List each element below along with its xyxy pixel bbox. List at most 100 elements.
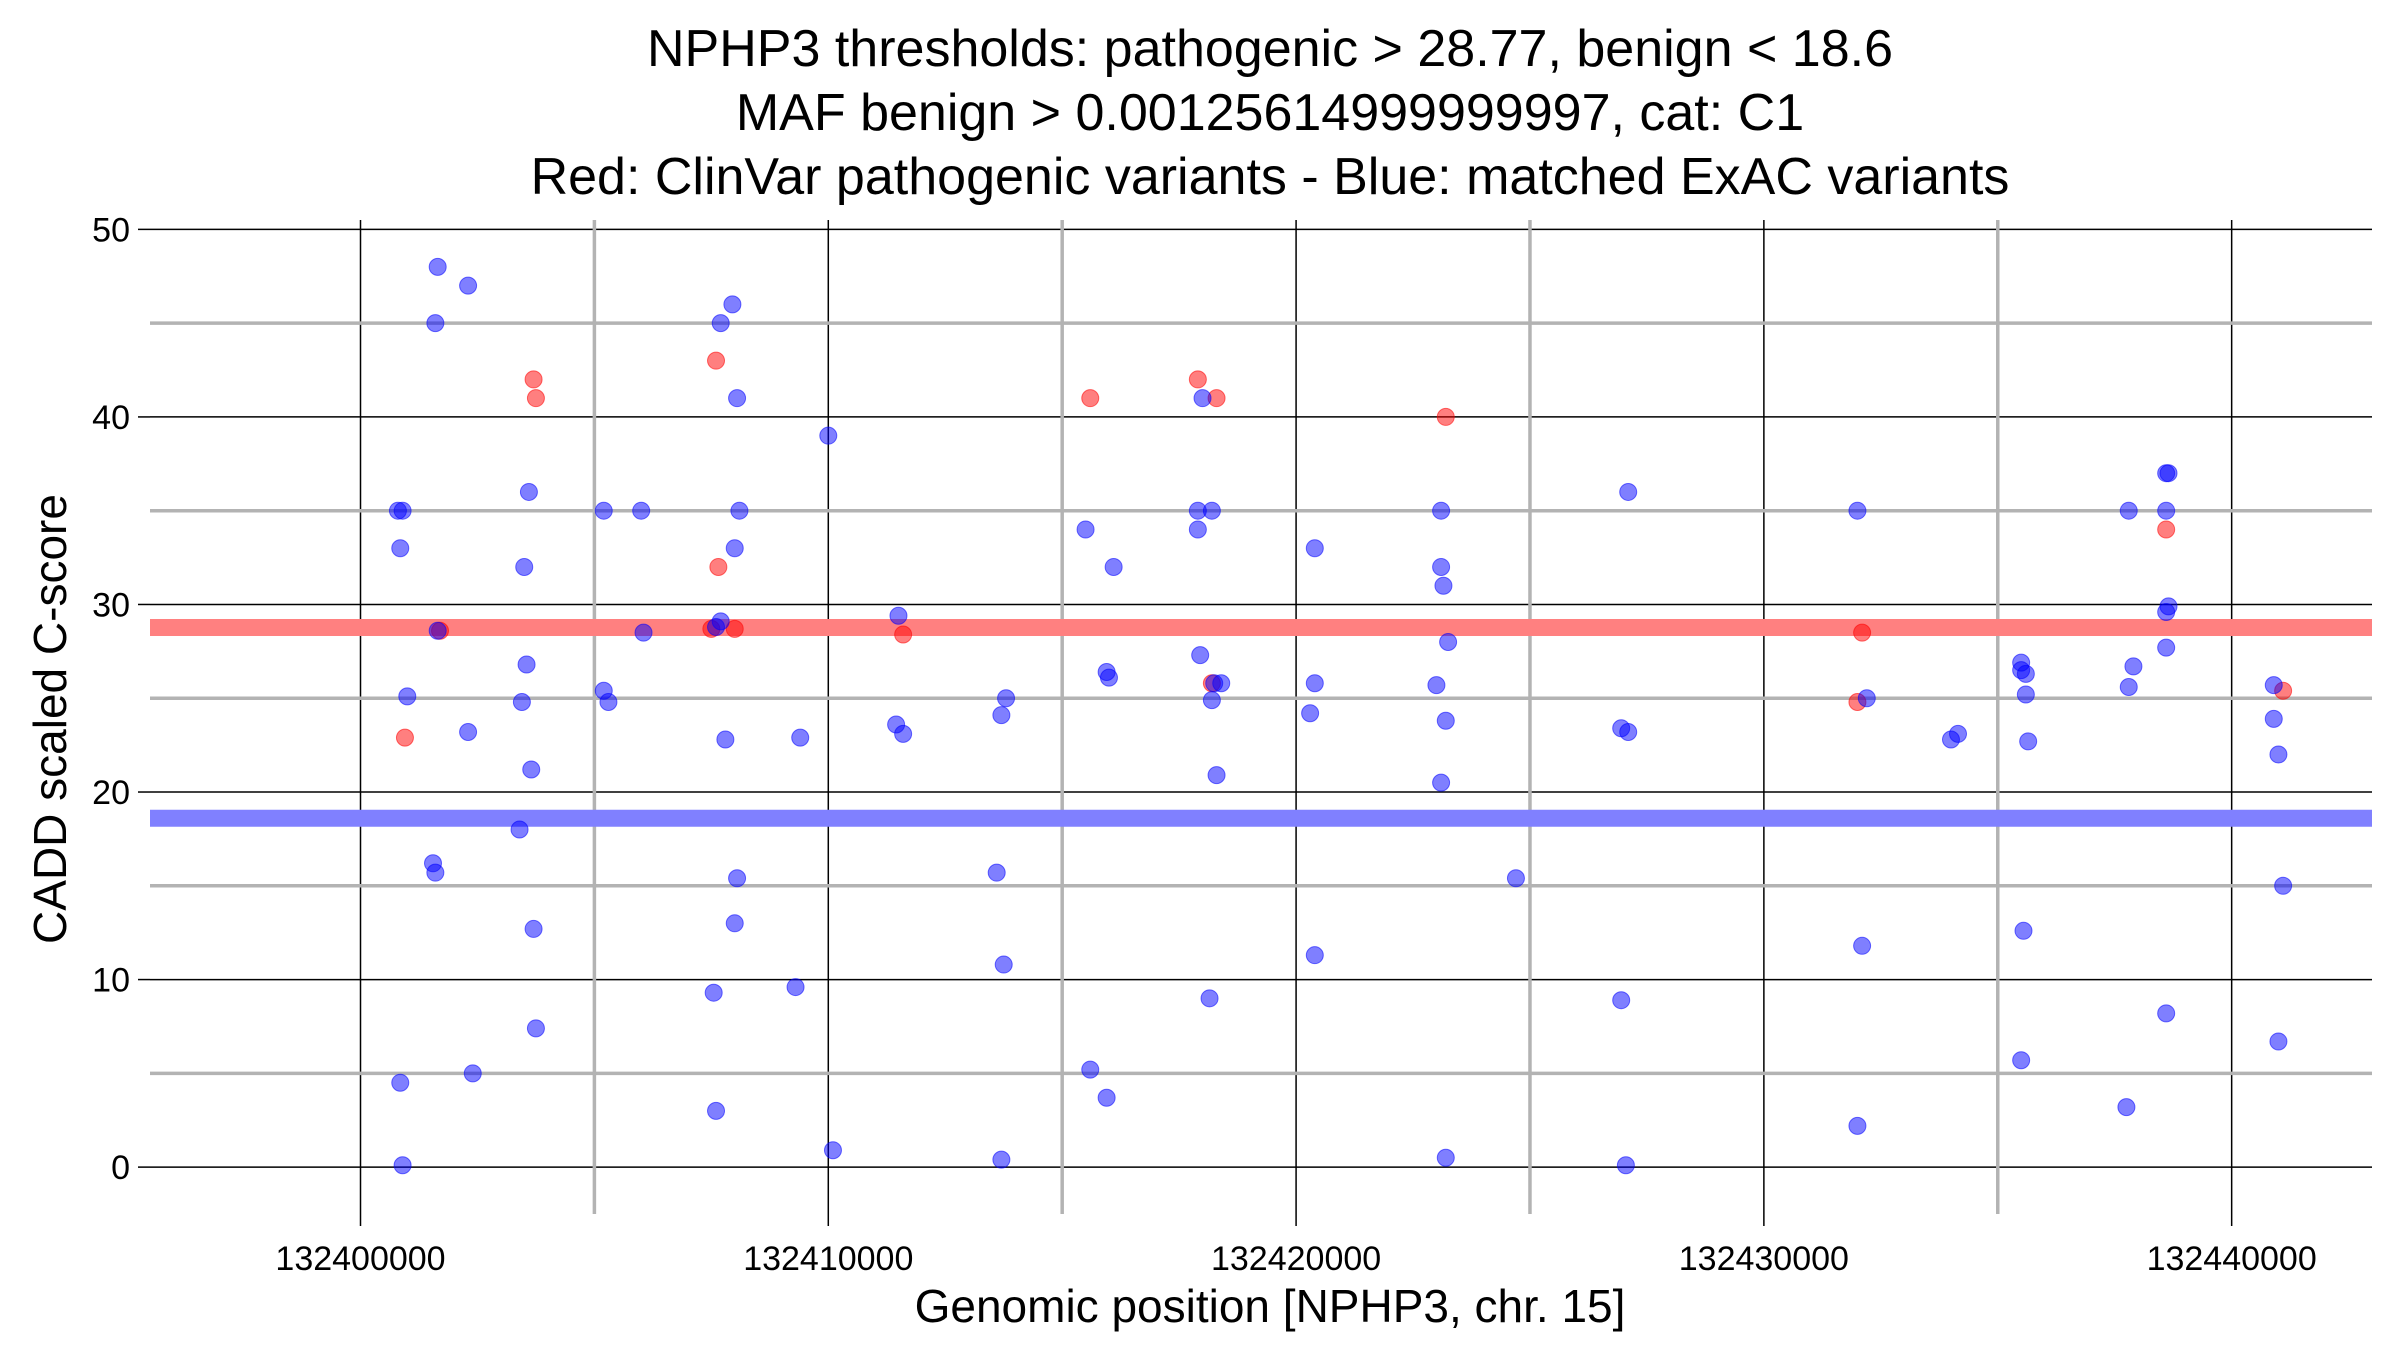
exac-variant-point <box>1619 482 1638 501</box>
x-tick-label: 132410000 <box>743 1240 913 1278</box>
exac-variant-point <box>1436 711 1455 730</box>
exac-variant-point <box>391 539 410 558</box>
exac-variant-point <box>1188 520 1207 539</box>
exac-variant-point <box>730 501 749 520</box>
x-tick-label: 132440000 <box>2147 1240 2317 1278</box>
exac-variant-point <box>791 728 810 747</box>
y-tick-label: 40 <box>92 399 130 437</box>
exac-variant-point <box>1853 936 1872 955</box>
exac-variant-point <box>463 1064 482 1083</box>
exac-variant-point <box>711 314 730 333</box>
y-tick-label: 20 <box>92 774 130 812</box>
pathogenic-variant-point <box>1436 407 1455 426</box>
exac-variant-point <box>1301 704 1320 723</box>
exac-variant-point <box>2269 745 2288 764</box>
exac-variant-point <box>1616 1156 1635 1175</box>
exac-variant-point <box>1212 674 1231 693</box>
exac-variant-point <box>2159 464 2178 483</box>
exac-variant-point <box>723 295 742 314</box>
exac-variant-point <box>1193 389 1212 408</box>
pathogenic-variant-point <box>1853 623 1872 642</box>
exac-variant-point <box>894 724 913 743</box>
exac-variant-point <box>1097 1088 1116 1107</box>
exac-variant-point <box>2019 732 2038 751</box>
exac-variant-point <box>1848 501 1867 520</box>
exac-variant-point <box>1949 724 1968 743</box>
minor-gridlines <box>150 220 2372 1214</box>
exac-variant-point <box>634 623 653 642</box>
exac-variant-point <box>728 869 747 888</box>
exac-variant-point <box>393 1156 412 1175</box>
pathogenic-variant-point <box>524 370 543 389</box>
exac-variant-point <box>707 617 726 636</box>
exac-variant-point <box>524 919 543 938</box>
exac-variant-point <box>519 482 538 501</box>
y-tick-label: 10 <box>92 962 130 1000</box>
exac-variant-point <box>992 706 1011 725</box>
exac-variant-point <box>1188 501 1207 520</box>
exac-variant-point <box>632 501 651 520</box>
exac-variant-point <box>510 820 529 839</box>
exac-variant-point <box>1612 991 1631 1010</box>
y-axis: 0 10 20 30 40 50 <box>92 211 150 1187</box>
pathogenic-variant-point <box>2157 520 2176 539</box>
title-line-3: Red: ClinVar pathogenic variants - Blue:… <box>531 148 2010 206</box>
exac-variant-point <box>786 978 805 997</box>
chart-title: NPHP3 thresholds: pathogenic > 28.77, be… <box>531 20 2010 206</box>
data-points <box>388 257 2293 1175</box>
exac-variant-point <box>2157 501 2176 520</box>
exac-variant-point <box>992 1150 1011 1169</box>
exac-variant-point <box>2264 709 2283 728</box>
exac-variant-point <box>515 557 534 576</box>
exac-variant-point <box>2157 602 2176 621</box>
y-tick-label: 30 <box>92 586 130 624</box>
exac-variant-point <box>2119 501 2138 520</box>
exac-variant-point <box>1857 689 1876 708</box>
exac-variant-point <box>2119 677 2138 696</box>
exac-variant-point <box>819 426 838 445</box>
exac-variant-point <box>459 723 478 742</box>
pathogenic-variant-point <box>1188 370 1207 389</box>
exac-variant-point <box>997 689 1016 708</box>
exac-variant-point <box>1432 501 1451 520</box>
exac-variant-point <box>391 1073 410 1092</box>
exac-variant-point <box>2157 1004 2176 1023</box>
x-axis-label: Genomic position [NPHP3, chr. 15] <box>915 1280 1626 1332</box>
exac-variant-point <box>994 955 1013 974</box>
x-tick-label: 132400000 <box>275 1240 445 1278</box>
exac-variant-point <box>728 389 747 408</box>
exac-variant-point <box>2264 676 2283 695</box>
pathogenic-variant-point <box>1081 389 1100 408</box>
exac-variant-point <box>987 863 1006 882</box>
exac-variant-point <box>1436 1148 1455 1167</box>
exac-variant-point <box>2014 921 2033 940</box>
exac-variant-point <box>512 692 531 711</box>
exac-variant-point <box>2012 1051 2031 1070</box>
exac-variant-point <box>1305 539 1324 558</box>
pathogenic-variant-point <box>894 625 913 644</box>
exac-variant-point <box>393 501 412 520</box>
exac-variant-point <box>1076 520 1095 539</box>
exac-variant-point <box>428 621 447 640</box>
exac-variant-point <box>1099 668 1118 687</box>
exac-variant-point <box>1848 1116 1867 1135</box>
exac-variant-point <box>526 1019 545 1038</box>
pathogenic-variant-point <box>707 351 726 370</box>
exac-variant-point <box>1200 989 1219 1008</box>
exac-variant-point <box>1305 674 1324 693</box>
pathogenic-variant-point <box>725 619 744 638</box>
exac-variant-point <box>1432 557 1451 576</box>
major-gridlines <box>150 220 2372 1214</box>
exac-variant-point <box>594 501 613 520</box>
exac-variant-point <box>1619 723 1638 742</box>
exac-variant-point <box>2016 664 2035 683</box>
pathogenic-variant-point <box>395 728 414 747</box>
exac-variant-point <box>426 863 445 882</box>
y-tick-label: 50 <box>92 211 130 249</box>
exac-variant-point <box>704 983 723 1002</box>
exac-variant-point <box>517 655 536 674</box>
exac-variant-point <box>1191 646 1210 665</box>
exac-variant-point <box>2016 685 2035 704</box>
